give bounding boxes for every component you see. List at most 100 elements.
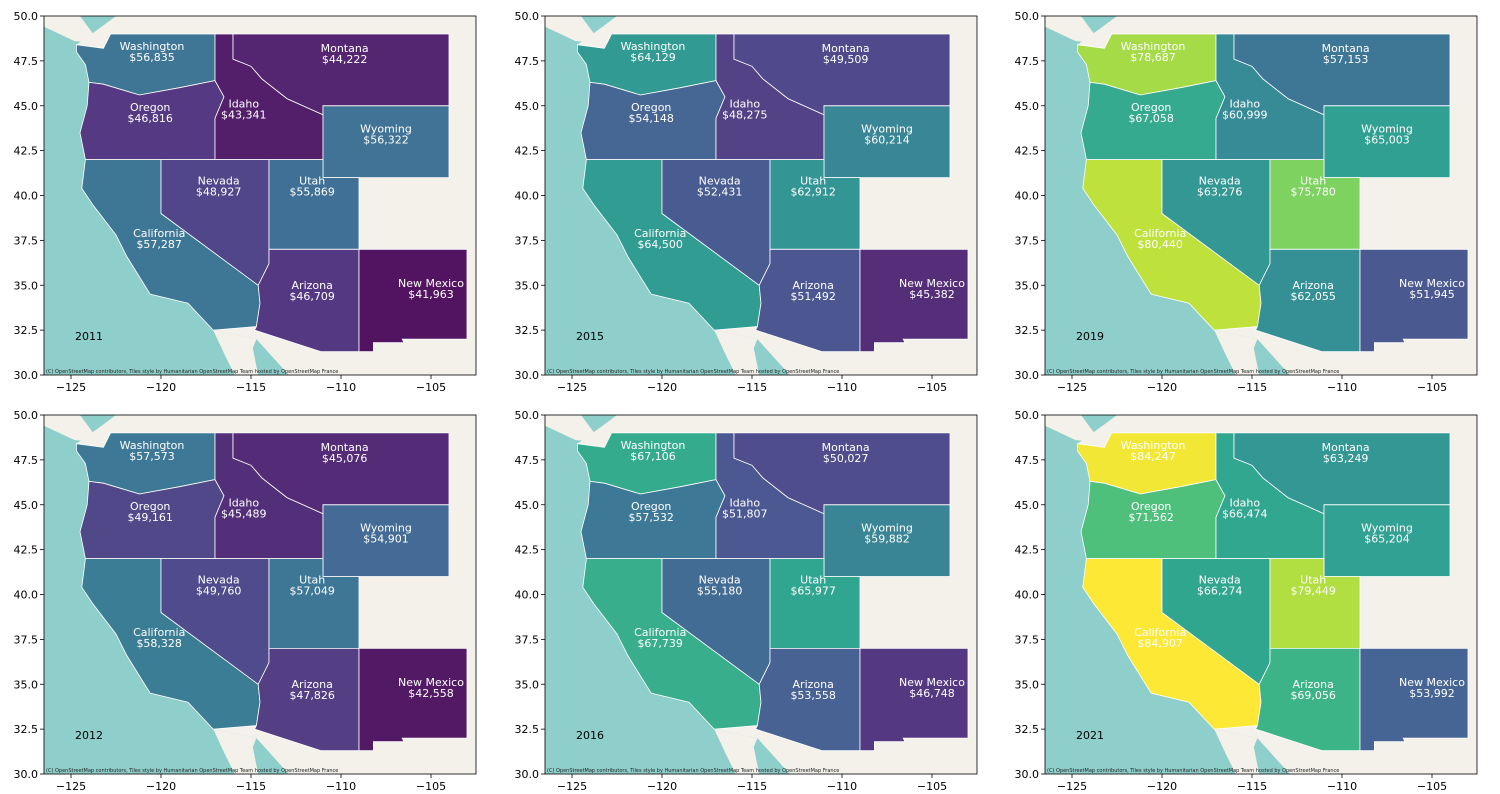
- state-value-label: $66,274: [1197, 585, 1243, 598]
- land-vancouver-island: [1045, 16, 1101, 43]
- state-name-label: Washington: [1121, 439, 1186, 452]
- x-tick-label: −105: [1417, 780, 1447, 793]
- land-vancouver-island: [1045, 415, 1101, 442]
- x-tick-label: −110: [827, 780, 857, 793]
- x-tick-label: −115: [236, 381, 266, 394]
- state-value-label: $62,912: [790, 186, 836, 199]
- state-new-mexico: [358, 248, 468, 353]
- state-value-label: $57,153: [1323, 53, 1369, 66]
- x-tick-label: −125: [557, 381, 587, 394]
- x-tick-label: −120: [647, 780, 677, 793]
- x-tick-label: −120: [1147, 381, 1177, 394]
- land-vancouver-island: [44, 16, 100, 43]
- state-value-label: $53,558: [790, 689, 836, 702]
- state-name-label: California: [634, 626, 686, 639]
- state-name-label: Arizona: [292, 678, 333, 691]
- state-value-label: $50,027: [823, 452, 869, 465]
- state-name-label: Montana: [1322, 441, 1370, 454]
- state-name-label: Utah: [299, 574, 325, 587]
- state-value-label: $69,056: [1290, 689, 1336, 702]
- state-value-label: $49,509: [823, 53, 869, 66]
- y-tick-label: 32.5: [14, 723, 39, 736]
- y-tick-label: 50.0: [515, 409, 540, 422]
- state-montana: [1233, 432, 1451, 515]
- y-tick-label: 40.0: [515, 190, 540, 203]
- y-tick-label: 37.5: [515, 633, 540, 646]
- state-name-label: Wyoming: [1361, 522, 1413, 535]
- state-name-label: Arizona: [1293, 279, 1334, 292]
- state-name-label: New Mexico: [398, 277, 464, 290]
- state-name-label: Wyoming: [360, 522, 412, 535]
- state-value-label: $51,945: [1409, 288, 1455, 301]
- state-name-label: Washington: [621, 40, 686, 53]
- state-montana: [1233, 33, 1451, 116]
- state-name-label: California: [634, 227, 686, 240]
- attribution-text: (C) OpenStreetMap contributors, Tiles st…: [1047, 768, 1339, 774]
- state-wyoming: [322, 504, 450, 577]
- state-value-label: $65,003: [1364, 134, 1410, 147]
- state-value-label: $67,058: [1128, 112, 1174, 125]
- state-name-label: Nevada: [699, 574, 741, 587]
- state-name-label: New Mexico: [1399, 676, 1465, 689]
- state-value-label: $79,449: [1290, 585, 1336, 598]
- y-tick-label: 45.0: [14, 499, 39, 512]
- state-name-label: Montana: [321, 42, 369, 55]
- x-tick-label: −115: [1237, 780, 1267, 793]
- state-value-label: $78,687: [1130, 51, 1176, 64]
- state-value-label: $47,826: [289, 689, 335, 702]
- state-value-label: $45,076: [322, 452, 368, 465]
- map-area: Washington$84,247 Oregon$71,562 Idaho$66,4…: [1045, 415, 1477, 774]
- state-value-label: $42,558: [408, 687, 454, 700]
- y-tick-label: 47.5: [1015, 454, 1040, 467]
- state-name-label: Nevada: [1199, 574, 1241, 587]
- state-value-label: $62,055: [1290, 290, 1336, 303]
- x-tick-label: −125: [1057, 780, 1087, 793]
- state-name-label: Utah: [1300, 175, 1326, 188]
- x-tick-label: −120: [146, 780, 176, 793]
- state-value-label: $80,440: [1137, 238, 1183, 251]
- land-baja: [1214, 729, 1260, 774]
- state-name-label: Oregon: [631, 500, 671, 513]
- state-new-mexico: [859, 648, 969, 752]
- y-tick-label: 47.5: [515, 55, 540, 68]
- state-wyoming: [823, 504, 951, 577]
- x-tick-label: −120: [146, 381, 176, 394]
- state-value-label: $43,341: [221, 109, 267, 122]
- state-name-label: Nevada: [198, 175, 240, 188]
- state-name-label: California: [1134, 227, 1186, 240]
- state-new-mexico: [1359, 648, 1469, 752]
- y-tick-label: 47.5: [14, 454, 39, 467]
- state-value-label: $44,222: [322, 53, 368, 66]
- y-tick-label: 37.5: [14, 633, 39, 646]
- state-value-label: $63,249: [1323, 452, 1369, 465]
- y-tick-label: 45.0: [1015, 100, 1040, 113]
- state-value-label: $55,180: [697, 585, 743, 598]
- y-tick-label: 37.5: [1015, 234, 1040, 247]
- map-panel-2016: Washington$67,106 Oregon$57,532 Idaho$51,8…: [515, 409, 978, 793]
- map-panel-2012: Washington$57,573 Oregon$49,161 Idaho$45,4…: [14, 409, 477, 793]
- map-area: Washington$57,573 Oregon$49,161 Idaho$45,4…: [44, 415, 476, 774]
- state-name-label: Idaho: [228, 497, 259, 510]
- y-tick-label: 32.5: [515, 723, 540, 736]
- attribution-text: (C) OpenStreetMap contributors, Tiles st…: [46, 768, 338, 774]
- state-value-label: $45,382: [909, 288, 955, 301]
- state-value-label: $51,492: [790, 290, 836, 303]
- state-name-label: California: [133, 626, 185, 639]
- x-tick-label: −125: [1057, 381, 1087, 394]
- state-montana: [232, 33, 450, 116]
- attribution-text: (C) OpenStreetMap contributors, Tiles st…: [547, 768, 839, 774]
- map-panel-2019: Washington$78,687 Oregon$67,058 Idaho$60,9…: [1015, 10, 1478, 394]
- y-tick-label: 32.5: [1015, 723, 1040, 736]
- x-tick-label: −110: [326, 381, 356, 394]
- state-value-label: $45,489: [221, 508, 267, 521]
- state-name-label: Montana: [321, 441, 369, 454]
- state-name-label: Oregon: [1131, 101, 1171, 114]
- state-value-label: $54,901: [363, 533, 409, 546]
- state-value-label: $65,977: [790, 585, 836, 598]
- state-value-label: $84,247: [1130, 450, 1176, 463]
- state-value-label: $57,287: [136, 238, 182, 251]
- state-value-label: $66,474: [1222, 508, 1268, 521]
- y-tick-label: 47.5: [515, 454, 540, 467]
- y-tick-label: 32.5: [1015, 324, 1040, 337]
- state-new-mexico: [358, 648, 468, 752]
